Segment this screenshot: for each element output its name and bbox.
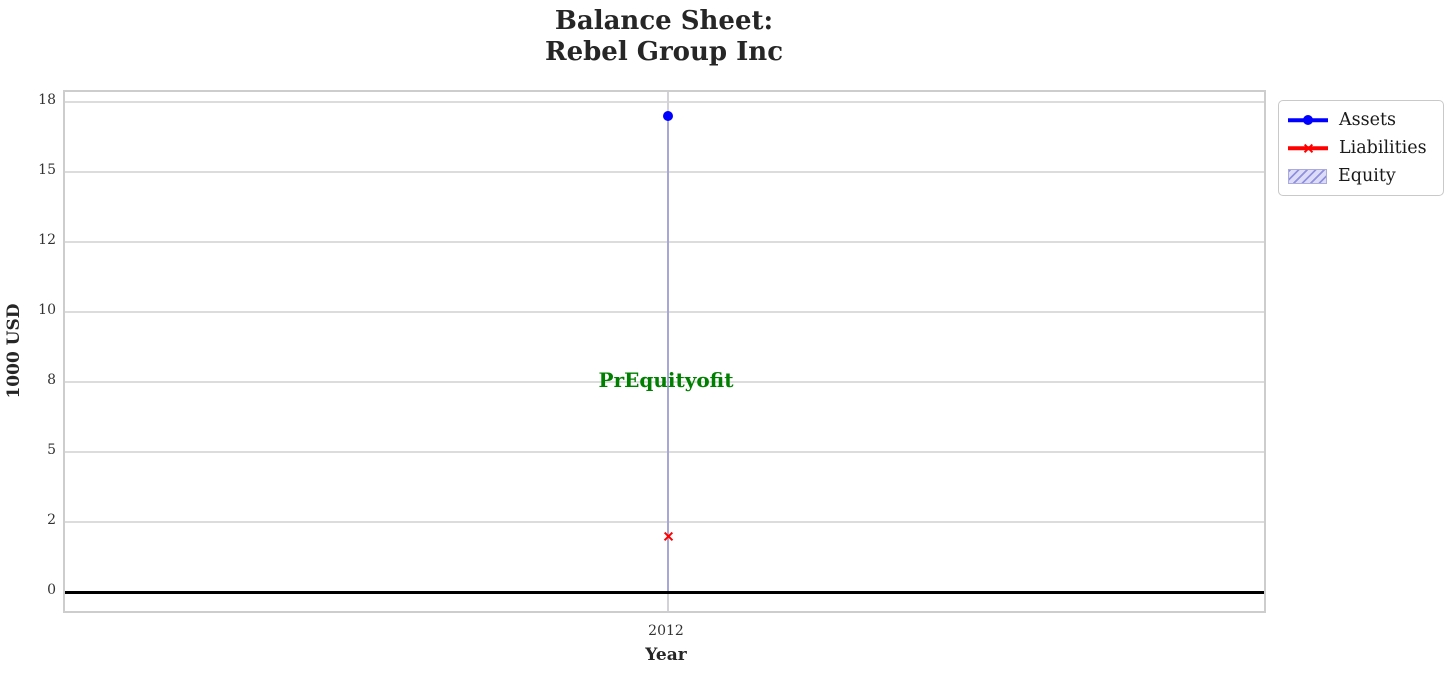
assets-line-marker-swatch <box>1288 111 1328 129</box>
liabilities-data-point <box>663 531 674 542</box>
y-tick-label: 8 <box>47 372 56 388</box>
legend-label-assets: Assets <box>1339 110 1396 130</box>
legend: Assets Liabilities Equity <box>1278 100 1444 196</box>
y-tick-label: 10 <box>38 302 56 318</box>
y-gridline <box>65 451 1264 453</box>
equity-hatched-patch-icon <box>1288 168 1327 184</box>
y-tick-label: 12 <box>38 232 56 248</box>
legend-item-equity: Equity <box>1288 162 1434 190</box>
liabilities-x-marker-icon <box>1303 143 1314 154</box>
y-gridline <box>65 171 1264 173</box>
legend-item-assets: Assets <box>1288 106 1434 134</box>
x-tick-label: 2012 <box>648 623 684 639</box>
zero-baseline <box>65 590 1264 594</box>
legend-item-liabilities: Liabilities <box>1288 134 1434 162</box>
y-tick-label: 0 <box>47 582 56 598</box>
y-tick-label: 2 <box>47 512 56 528</box>
assets-data-point <box>663 111 673 121</box>
y-gridline <box>65 241 1264 243</box>
assets-circle-marker-icon <box>1303 115 1313 125</box>
chart-title-line1: Balance Sheet: <box>554 6 774 36</box>
chart-annotation: PrEquityofit <box>598 368 734 392</box>
y-gridline <box>65 521 1264 523</box>
liabilities-line-marker-swatch <box>1288 139 1328 157</box>
plot-area <box>63 90 1266 613</box>
y-gridline <box>65 311 1264 313</box>
y-axis-label: 1000 USD <box>4 303 24 399</box>
equity-area-line <box>667 116 669 592</box>
y-tick-label: 15 <box>38 162 56 178</box>
chart-title-line2: Rebel Group Inc <box>544 37 784 67</box>
legend-label-liabilities: Liabilities <box>1339 138 1427 158</box>
y-gridline <box>65 101 1264 103</box>
chart-title: Balance Sheet: Rebel Group Inc <box>545 6 783 68</box>
y-tick-label: 5 <box>47 442 56 458</box>
x-axis-label: Year <box>645 645 687 665</box>
y-tick-label: 18 <box>38 92 56 108</box>
y-gridline <box>65 381 1264 383</box>
legend-label-equity: Equity <box>1338 166 1396 186</box>
